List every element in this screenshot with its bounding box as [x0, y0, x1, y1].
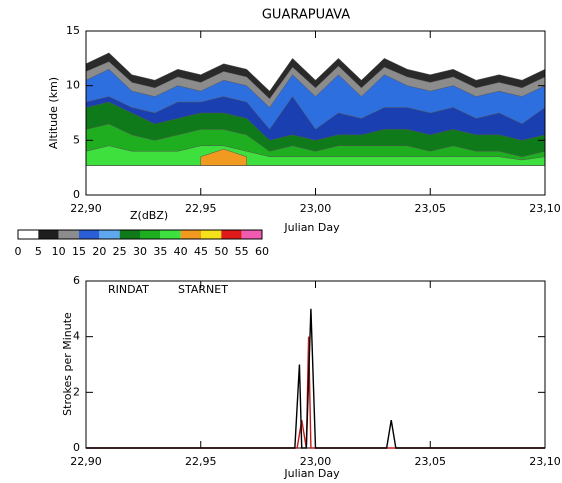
- colorbar-title: Z(dBZ): [130, 209, 168, 222]
- x-tick-label: 23,10: [529, 202, 561, 215]
- y-tick-label: 0: [73, 441, 80, 454]
- colorbar-label: 50: [214, 245, 228, 258]
- colorbar-swatch: [58, 230, 79, 239]
- colorbar-swatch: [18, 230, 39, 239]
- colorbar-label: 0: [15, 245, 22, 258]
- x-tick-label: 23,05: [415, 202, 447, 215]
- x-tick-label: 23,05: [415, 455, 447, 468]
- colorbar-label: 55: [235, 245, 249, 258]
- colorbar-label: 40: [174, 245, 188, 258]
- colorbar-swatch: [119, 230, 140, 239]
- plot-frame: [85, 30, 546, 196]
- x-axis-label: Julian Day: [283, 221, 340, 234]
- y-tick-label: 0: [73, 188, 80, 201]
- colorbar-swatch: [79, 230, 100, 239]
- y-axis-label: Strokes per Minute: [61, 312, 74, 416]
- colorbar-frame: [17, 229, 263, 240]
- colorbar-swatch: [38, 230, 59, 239]
- echo-layer: [200, 148, 247, 166]
- colorbar-label: 35: [153, 245, 167, 258]
- colorbar-swatch: [221, 230, 242, 239]
- y-tick-label: 15: [66, 24, 80, 37]
- colorbar-label: 20: [92, 245, 106, 258]
- y-tick-label: 10: [66, 79, 80, 92]
- series-line: [86, 308, 545, 449]
- colorbar-label: 5: [35, 245, 42, 258]
- y-tick-label: 6: [73, 274, 80, 287]
- colorbar-swatch: [99, 230, 120, 239]
- colorbar-label: 30: [133, 245, 147, 258]
- x-tick-label: 22,90: [70, 455, 102, 468]
- colorbar-swatch: [180, 230, 201, 239]
- colorbar-swatch: [160, 230, 181, 239]
- x-tick-label: 22,95: [185, 202, 217, 215]
- colorbar-swatch: [201, 230, 222, 239]
- colorbar-label: 15: [72, 245, 86, 258]
- colorbar-label: 45: [194, 245, 208, 258]
- x-axis-label: Julian Day: [283, 467, 340, 480]
- chart-title: GUARAPUAVA: [262, 8, 350, 23]
- x-tick-label: 22,90: [70, 202, 102, 215]
- legend-entry: STARNET: [178, 283, 228, 296]
- y-tick-label: 2: [73, 385, 80, 398]
- colorbar-label: 25: [113, 245, 127, 258]
- colorbar-swatch: [140, 230, 161, 239]
- legend-entry: RINDAT: [108, 283, 149, 296]
- plot-frame: [85, 280, 546, 449]
- y-tick-label: 4: [73, 330, 80, 343]
- x-tick-label: 23,10: [529, 455, 561, 468]
- x-tick-label: 23,00: [300, 455, 332, 468]
- colorbar-label: 60: [255, 245, 269, 258]
- y-axis-label: Altitude (km): [47, 77, 60, 149]
- x-tick-label: 23,00: [300, 202, 332, 215]
- y-tick-label: 5: [73, 133, 80, 146]
- x-tick-label: 22,95: [185, 455, 217, 468]
- colorbar-swatch: [241, 230, 262, 239]
- colorbar-label: 10: [52, 245, 66, 258]
